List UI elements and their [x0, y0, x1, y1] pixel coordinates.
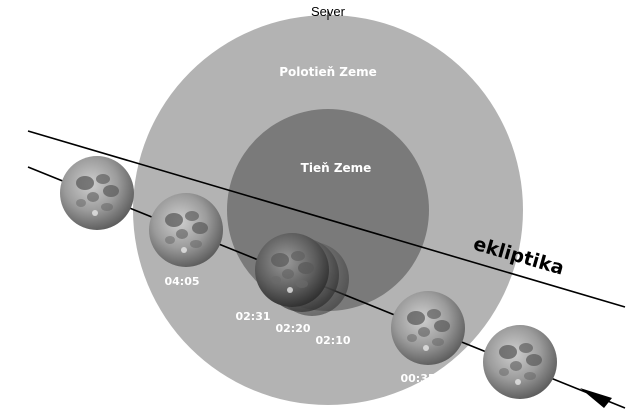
time-label-0210: 02:10	[315, 334, 350, 347]
moon-post-penumbra	[483, 325, 557, 399]
umbra-label: Tieň Zeme	[301, 161, 372, 175]
moon-path-arrowhead	[580, 388, 612, 408]
moon-0210	[255, 233, 329, 307]
moon-0035	[391, 291, 465, 365]
ecliptic-line	[27, 130, 626, 308]
time-label-0231: 02:31	[235, 310, 270, 323]
time-label-0035: 00:35	[400, 372, 435, 385]
penumbra-label: Polotieň Zeme	[279, 65, 377, 79]
north-label: Sever	[311, 4, 346, 19]
time-label-0220: 02:20	[275, 322, 310, 335]
moon-0405	[149, 193, 223, 267]
moon-pre-penumbra	[60, 156, 134, 230]
time-label-0405: 04:05	[164, 275, 199, 288]
